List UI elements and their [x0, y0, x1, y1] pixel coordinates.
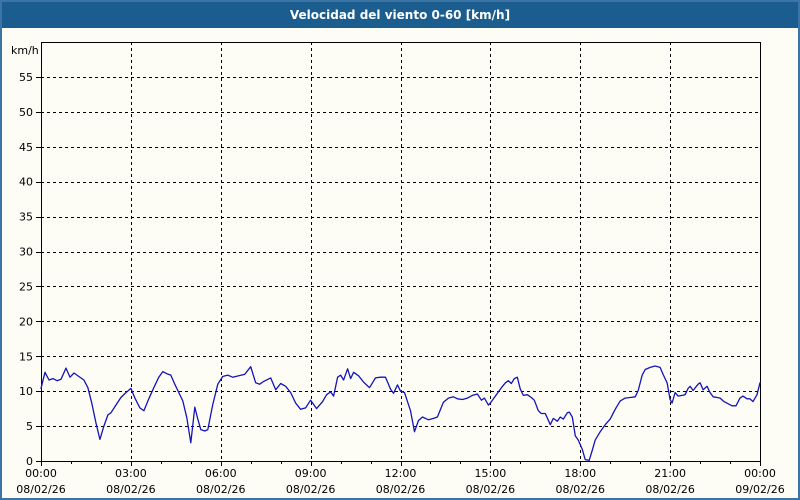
y-tick-label: 45 [19, 141, 33, 154]
y-axis-unit-label: km/h [11, 44, 39, 57]
x-time-label: 03:00 [115, 467, 147, 480]
x-date-label: 08/02/26 [556, 483, 605, 496]
x-date-label: 08/02/26 [16, 483, 65, 496]
y-tick-label: 50 [19, 106, 33, 119]
wind-speed-chart: 0 5 10 15 20 25 30 35 40 45 50 55 00:00 08/02/26 03:00… [11, 42, 785, 496]
chart-title: Velocidad del viento 0-60 [km/h] [289, 8, 511, 22]
y-tick-label: 25 [19, 280, 33, 293]
chart-area: 0 5 10 15 20 25 30 35 40 45 50 55 00:00 08/02/26 03:00… [2, 28, 798, 498]
y-tick-label: 30 [19, 246, 33, 259]
title-bar: Velocidad del viento 0-60 [km/h] [2, 2, 798, 28]
x-date-label: 09/02/26 [735, 483, 784, 496]
y-tick-label: 40 [19, 176, 33, 189]
x-date-label: 08/02/26 [645, 483, 694, 496]
x-date-label: 08/02/26 [466, 483, 515, 496]
x-date-label: 08/02/26 [286, 483, 335, 496]
x-time-label: 18:00 [564, 467, 596, 480]
x-time-label: 21:00 [654, 467, 686, 480]
y-tick-label: 10 [19, 385, 33, 398]
x-time-label: 12:00 [385, 467, 417, 480]
y-tick-label: 5 [26, 420, 33, 433]
x-time-label: 06:00 [205, 467, 237, 480]
y-tick-label: 15 [19, 350, 33, 363]
x-time-label: 00:00 [744, 467, 776, 480]
x-time-label: 15:00 [475, 467, 507, 480]
y-tick-label: 0 [26, 455, 33, 468]
plot-border [41, 42, 761, 462]
x-time-label: 09:00 [295, 467, 327, 480]
x-date-label: 08/02/26 [376, 483, 425, 496]
y-tick-label: 20 [19, 315, 33, 328]
x-time-label: 00:00 [25, 467, 57, 480]
x-date-label: 08/02/26 [106, 483, 155, 496]
y-tick-label: 55 [19, 71, 33, 84]
x-date-label: 08/02/26 [196, 483, 245, 496]
wind-speed-line [40, 365, 761, 461]
y-tick-label: 35 [19, 211, 33, 224]
